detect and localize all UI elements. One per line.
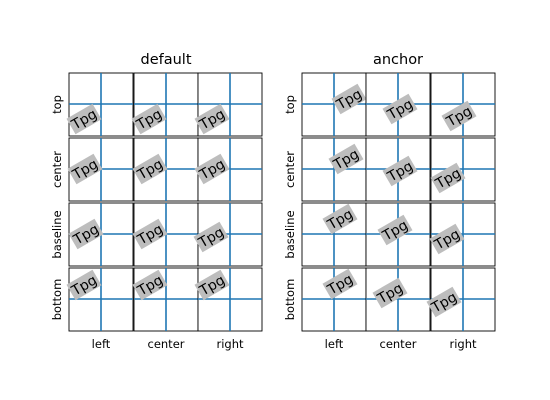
cell-anchor-baseline-left: Tpg	[301, 202, 367, 267]
text-bbox	[132, 269, 168, 301]
column-label-default-left: left	[92, 337, 111, 351]
cell-default-bottom-left: Tpg	[66, 267, 134, 332]
text-bbox	[382, 93, 418, 125]
text-bbox	[194, 269, 230, 301]
cell-default-bottom-right: Tpg	[194, 267, 263, 332]
text-bbox	[67, 153, 103, 185]
cell-anchor-baseline-right: Tpg	[429, 202, 496, 267]
text-bbox	[382, 155, 418, 187]
text-bbox	[441, 100, 477, 132]
row-label-anchor-center: center	[283, 151, 297, 188]
text-bbox	[331, 83, 367, 115]
row-labels: top center baseline bottom top center baseline…	[50, 95, 297, 320]
text-bbox	[328, 143, 364, 175]
cell-anchor-bottom-center: Tpg	[365, 267, 431, 332]
cell-default-center-left: Tpg	[67, 137, 134, 202]
text-bbox	[377, 214, 413, 246]
text-bbox	[132, 218, 168, 250]
column-labels: left center right left center right	[92, 337, 477, 351]
cell-anchor-bottom-right: Tpg	[426, 267, 496, 332]
cell-anchor-top-center: Tpg	[365, 72, 431, 137]
row-label-anchor-top: top	[283, 95, 297, 114]
column-label-default-right: right	[216, 337, 244, 351]
row-label-default-center: center	[50, 151, 64, 188]
cell-default-top-left: Tpg	[66, 72, 134, 137]
text-bbox	[322, 268, 358, 300]
text-bbox	[372, 277, 408, 309]
text-bbox	[66, 103, 102, 135]
text-bbox	[429, 223, 465, 255]
cell-default-baseline-center: Tpg	[132, 202, 199, 267]
cell-anchor-center-center: Tpg	[365, 137, 431, 202]
cell-anchor-center-right: Tpg	[430, 137, 496, 202]
cell-default-top-right: Tpg	[194, 72, 263, 137]
text-bbox	[322, 203, 358, 235]
cell-default-bottom-center: Tpg	[132, 267, 199, 332]
cell-anchor-bottom-left: Tpg	[301, 267, 367, 332]
text-bbox	[430, 162, 466, 194]
text-bbox	[194, 153, 230, 185]
text-bbox	[132, 153, 168, 185]
column-label-default-center: center	[148, 337, 185, 351]
cell-default-baseline-right: Tpg	[193, 202, 263, 267]
text-bbox	[193, 221, 229, 253]
text-bbox	[426, 286, 462, 318]
column-label-anchor-center: center	[380, 337, 417, 351]
cell-default-center-right: Tpg	[194, 137, 263, 202]
cell-anchor-center-left: Tpg	[301, 137, 367, 202]
text-bbox	[194, 103, 230, 135]
row-label-default-top: top	[50, 95, 64, 114]
column-label-anchor-right: right	[449, 337, 477, 351]
row-label-anchor-baseline: baseline	[283, 210, 297, 258]
cell-default-baseline-left: Tpg	[68, 202, 134, 267]
cell-anchor-top-right: Tpg	[430, 72, 496, 137]
text-bbox	[66, 269, 102, 301]
cell-anchor-top-left: Tpg	[301, 72, 367, 137]
cell-anchor-baseline-center: Tpg	[365, 202, 431, 267]
cell-default-top-center: Tpg	[131, 72, 199, 137]
cell-default-center-center: Tpg	[132, 137, 199, 202]
column-label-anchor-left: left	[325, 337, 344, 351]
row-label-anchor-bottom: bottom	[283, 279, 297, 321]
panel-title-default: default	[140, 52, 191, 68]
text-bbox	[131, 103, 167, 135]
row-label-default-baseline: baseline	[50, 210, 64, 258]
panel-title-anchor: anchor	[373, 52, 423, 68]
row-label-default-bottom: bottom	[50, 279, 64, 321]
text-bbox	[68, 218, 104, 250]
